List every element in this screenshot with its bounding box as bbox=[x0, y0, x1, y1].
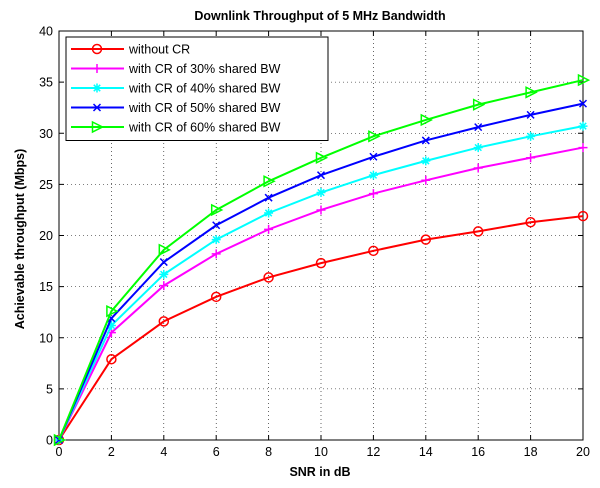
data-point bbox=[53, 433, 67, 447]
y-tick-label: 35 bbox=[39, 76, 53, 90]
data-point bbox=[264, 208, 274, 218]
legend-marker bbox=[91, 120, 105, 134]
legend-marker bbox=[91, 43, 103, 55]
series-4 bbox=[54, 99, 588, 445]
x-tick-label: 12 bbox=[366, 445, 380, 459]
data-point bbox=[315, 257, 327, 269]
legend-label: with CR of 40% shared BW bbox=[128, 82, 281, 96]
x-tick-label: 4 bbox=[160, 445, 167, 459]
data-point bbox=[420, 234, 432, 245]
data-point bbox=[578, 143, 588, 153]
y-tick-label: 10 bbox=[39, 331, 53, 345]
y-tick-label: 40 bbox=[39, 25, 53, 39]
data-point bbox=[263, 272, 274, 283]
data-point bbox=[525, 86, 538, 99]
data-point bbox=[421, 156, 431, 166]
series-3 bbox=[54, 121, 588, 445]
y-tick-label: 30 bbox=[39, 127, 53, 141]
data-point bbox=[211, 235, 221, 245]
data-point bbox=[578, 99, 588, 108]
data-point bbox=[368, 245, 379, 257]
legend: without CR with CR of 30% shared BW with C… bbox=[65, 36, 329, 141]
x-tick-label: 20 bbox=[576, 445, 590, 459]
data-point bbox=[473, 163, 483, 173]
legend-label: with CR of 60% shared BW bbox=[128, 121, 281, 135]
data-point bbox=[263, 175, 276, 188]
data-point bbox=[472, 98, 486, 111]
series-line bbox=[58, 215, 584, 441]
data-point bbox=[368, 189, 378, 199]
data-point bbox=[577, 210, 589, 222]
legend-item: without CR bbox=[71, 43, 190, 57]
data-point bbox=[159, 281, 169, 291]
y-axis-label: Achievable throughput (Mbps) bbox=[13, 149, 27, 330]
x-tick-label: 10 bbox=[314, 445, 328, 459]
legend-label: without CR bbox=[128, 43, 190, 57]
data-point bbox=[368, 170, 378, 180]
data-point bbox=[212, 221, 221, 230]
data-point bbox=[525, 216, 536, 228]
data-point bbox=[316, 188, 326, 198]
data-point bbox=[369, 152, 378, 161]
y-tick-label: 5 bbox=[46, 382, 53, 396]
x-tick-label: 8 bbox=[265, 445, 272, 459]
data-point bbox=[577, 73, 591, 87]
y-tick-label: 0 bbox=[46, 434, 53, 448]
y-tick-label: 15 bbox=[39, 280, 53, 294]
series-5 bbox=[53, 73, 591, 447]
legend-marker bbox=[92, 103, 102, 112]
x-tick-label: 0 bbox=[56, 445, 63, 459]
data-point bbox=[106, 304, 119, 318]
data-point bbox=[421, 175, 431, 185]
x-tick-label: 16 bbox=[471, 445, 485, 459]
data-point bbox=[264, 193, 273, 202]
legend-item: with CR of 60% shared BW bbox=[71, 121, 281, 135]
legend-item: with CR of 40% shared BW bbox=[71, 82, 281, 96]
series-1 bbox=[53, 210, 589, 446]
data-point bbox=[159, 258, 168, 267]
legend-item: with CR of 50% shared BW bbox=[71, 101, 281, 115]
legend-label: with CR of 50% shared BW bbox=[128, 101, 281, 115]
data-point bbox=[473, 143, 483, 153]
data-point bbox=[264, 224, 274, 234]
data-point bbox=[106, 353, 117, 365]
data-point bbox=[210, 203, 224, 217]
data-point bbox=[526, 153, 536, 163]
data-point bbox=[526, 131, 536, 141]
legend-marker bbox=[92, 83, 102, 93]
data-point bbox=[421, 136, 430, 145]
data-point bbox=[158, 316, 170, 327]
data-point bbox=[526, 110, 535, 119]
legend-label: with CR of 30% shared BW bbox=[128, 62, 281, 76]
x-tick-label: 18 bbox=[524, 445, 538, 459]
data-point bbox=[210, 291, 222, 303]
data-point bbox=[316, 205, 326, 215]
data-point bbox=[316, 171, 326, 180]
data-point bbox=[472, 226, 484, 237]
data-point bbox=[578, 121, 588, 131]
data-point bbox=[159, 269, 169, 279]
series-line bbox=[58, 79, 584, 441]
x-tick-label: 6 bbox=[213, 445, 220, 459]
x-tick-label: 14 bbox=[419, 445, 433, 459]
data-point bbox=[420, 113, 433, 127]
y-tick-label: 20 bbox=[39, 229, 53, 243]
x-tick-label: 2 bbox=[108, 445, 115, 459]
data-point bbox=[368, 130, 381, 143]
plot-area: 0 2 4 6 8 10 12 14 16 18 20 0 5 10 15 20 25 30 35 40 without… bbox=[39, 25, 591, 459]
legend-item: with CR of 30% shared BW bbox=[71, 62, 281, 76]
chart-title: Downlink Throughput of 5 MHz Bandwidth bbox=[194, 9, 445, 23]
legend-marker bbox=[92, 64, 102, 73]
data-point bbox=[315, 151, 329, 165]
y-tick-label: 25 bbox=[39, 178, 53, 192]
x-axis-label: SNR in dB bbox=[289, 465, 350, 479]
data-point bbox=[158, 243, 171, 257]
data-point bbox=[474, 123, 483, 132]
series-2 bbox=[54, 143, 588, 445]
data-point bbox=[211, 249, 221, 259]
data-point bbox=[106, 320, 116, 330]
